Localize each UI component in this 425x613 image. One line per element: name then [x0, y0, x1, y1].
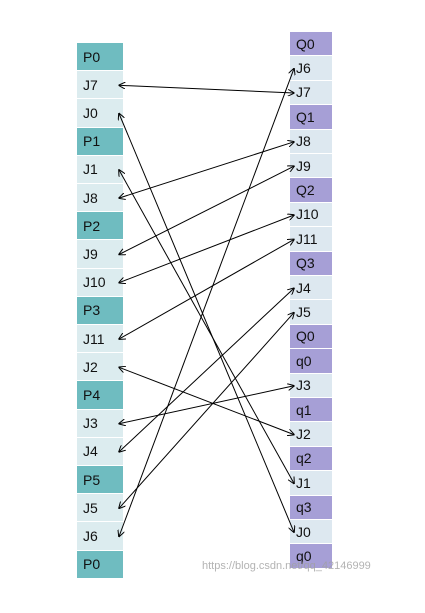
- right-header-q3: q3: [290, 495, 332, 520]
- right-item-j0: J0: [290, 520, 332, 545]
- right-header-q0: Q0: [290, 32, 332, 57]
- right-header-q0: q0: [290, 544, 332, 569]
- connection-arrow: [119, 69, 294, 537]
- right-header-q2: Q2: [290, 178, 332, 203]
- right-item-j2: J2: [290, 422, 332, 447]
- right-item-j7: J7: [290, 80, 332, 106]
- left-header-p5: P5: [77, 466, 123, 495]
- left-item-j9: J9: [77, 240, 123, 269]
- right-item-j1: J1: [290, 471, 332, 496]
- left-item-j10: J10: [77, 268, 123, 297]
- left-header-p2: P2: [77, 212, 123, 241]
- left-item-j5: J5: [77, 494, 123, 523]
- right-header-q1: q1: [290, 398, 332, 423]
- left-header-p0: P0: [77, 43, 123, 72]
- right-header-q0: q0: [290, 349, 332, 374]
- right-item-j3: J3: [290, 373, 332, 398]
- connection-arrow: [119, 367, 294, 434]
- connection-arrow: [119, 142, 294, 198]
- right-item-j9: J9: [290, 154, 332, 179]
- connection-arrow: [119, 313, 294, 509]
- connection-arrow: [119, 215, 294, 283]
- left-item-j11: J11: [77, 325, 123, 354]
- right-header-q0: Q0: [290, 324, 332, 350]
- left-item-j2: J2: [77, 353, 123, 382]
- left-item-j4: J4: [77, 437, 123, 466]
- connection-arrow: [119, 386, 294, 424]
- right-header-q2: q2: [290, 446, 332, 472]
- left-header-p3: P3: [77, 296, 123, 325]
- right-item-j11: J11: [290, 227, 332, 252]
- left-header-p4: P4: [77, 381, 123, 410]
- right-item-j6: J6: [290, 56, 332, 81]
- connection-arrow: [119, 114, 294, 533]
- watermark: https://blog.csdn.net/qq_42146999: [202, 560, 371, 572]
- left-item-j0: J0: [77, 99, 123, 128]
- connection-arrow: [119, 85, 294, 93]
- left-item-j6: J6: [77, 522, 123, 551]
- left-item-j1: J1: [77, 155, 123, 184]
- connection-arrow: [119, 288, 294, 452]
- right-item-j5: J5: [290, 300, 332, 325]
- connection-arrow: [119, 166, 294, 254]
- right-item-j10: J10: [290, 202, 332, 228]
- right-header-q3: Q3: [290, 251, 332, 276]
- left-item-j8: J8: [77, 184, 123, 213]
- right-header-q1: Q1: [290, 105, 332, 130]
- left-header-p0: P0: [77, 550, 123, 579]
- left-header-p1: P1: [77, 127, 123, 156]
- right-item-j4: J4: [290, 276, 332, 301]
- connection-arrow: [119, 170, 294, 484]
- left-item-j3: J3: [77, 409, 123, 438]
- left-item-j7: J7: [77, 71, 123, 100]
- right-item-j8: J8: [290, 129, 332, 154]
